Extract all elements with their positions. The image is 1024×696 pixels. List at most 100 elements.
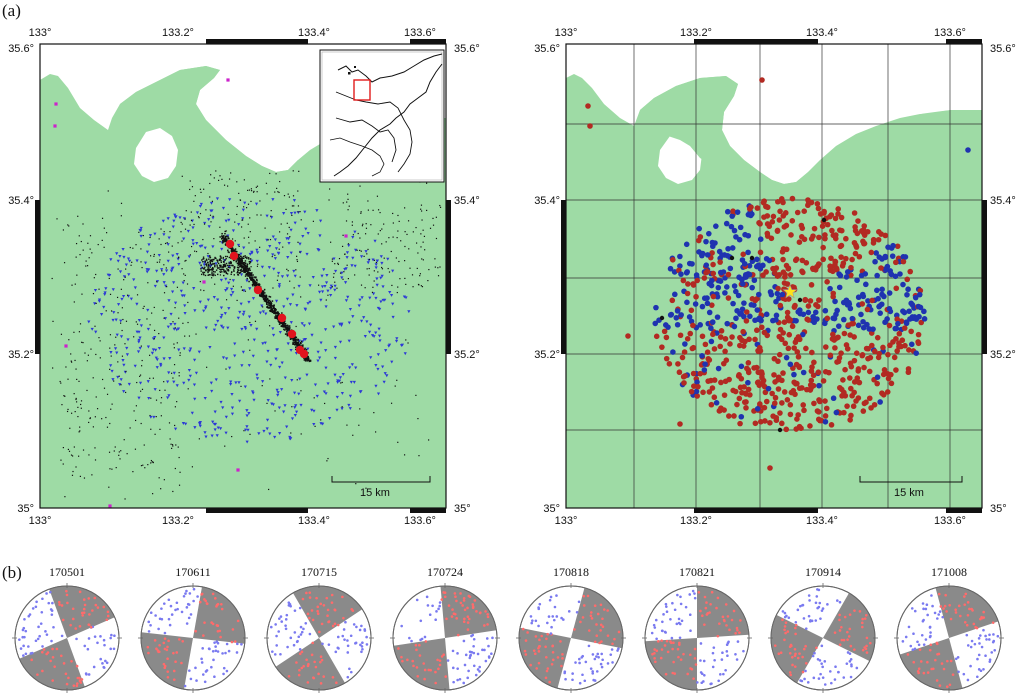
polarity-dot	[319, 602, 323, 606]
aftershock-dot	[217, 273, 219, 276]
station-marker	[325, 274, 329, 277]
polarity-dot	[486, 612, 489, 616]
polarity-dot	[794, 626, 797, 630]
polarity-dot	[336, 623, 340, 627]
station-polarity-dot	[727, 265, 734, 272]
station-marker	[221, 356, 226, 360]
polarity-dot	[926, 660, 929, 664]
seismicity-dot	[359, 249, 361, 252]
seismicity-dot	[153, 255, 155, 257]
station-polarity-dot	[729, 245, 736, 251]
seismicity-dot	[360, 250, 362, 252]
aftershock-dot	[277, 313, 279, 316]
station-polarity-dot	[718, 269, 725, 276]
seismicity-dot	[75, 466, 77, 468]
station-marker	[348, 394, 353, 398]
seismicity-dot	[71, 455, 74, 457]
seismicity-dot	[159, 428, 161, 430]
station-marker	[367, 330, 372, 334]
seismicity-dot	[108, 486, 110, 488]
seismicity-dot	[150, 428, 152, 430]
station-marker	[138, 346, 142, 350]
polarity-dot	[21, 635, 24, 639]
seismicity-dot	[254, 240, 256, 242]
polarity-dot	[317, 672, 320, 676]
aftershock-dot	[203, 273, 205, 276]
station-marker	[111, 318, 115, 322]
polarity-dot	[591, 653, 595, 656]
seismicity-dot	[173, 343, 175, 345]
seismicity-dot	[141, 266, 143, 269]
aftershock-dot	[244, 255, 246, 257]
polarity-dot	[466, 628, 470, 631]
station-polarity-dot	[866, 368, 873, 375]
polarity-dot	[734, 652, 737, 656]
polarity-dot	[804, 669, 807, 673]
polarity-dot	[85, 673, 88, 676]
aftershock-dot	[223, 237, 226, 240]
station-polarity-dot	[715, 284, 722, 291]
seismicity-dot	[108, 451, 111, 453]
seismicity-dot	[81, 341, 83, 343]
station-polarity-dot	[773, 317, 779, 323]
seismicity-dot	[140, 248, 142, 250]
aftershock-dot	[231, 249, 233, 251]
polarity-dot	[944, 593, 947, 597]
seismicity-dot	[178, 484, 181, 486]
seismicity-dot	[200, 289, 202, 291]
aftershock-dot	[284, 322, 287, 325]
compressional-quadrant	[571, 587, 623, 649]
station-marker	[198, 205, 202, 208]
seismicity-dot	[80, 403, 82, 406]
aftershock-dot	[225, 262, 228, 265]
station-marker	[234, 381, 238, 385]
aftershock-dot	[270, 303, 272, 305]
seismicity-dot	[190, 245, 193, 248]
polarity-dot	[928, 635, 932, 639]
seismicity-dot	[236, 181, 238, 183]
station-polarity-dot	[882, 266, 889, 273]
station-polarity-dot	[897, 271, 903, 277]
seismicity-dot	[117, 312, 119, 314]
aftershock-dot	[227, 249, 229, 252]
polarity-dot	[180, 610, 184, 614]
seismicity-dot	[271, 255, 273, 258]
station-marker	[113, 347, 118, 351]
station-marker	[203, 396, 207, 400]
polarity-dot	[802, 647, 806, 651]
polarity-dot	[853, 648, 856, 651]
aftershock-dot	[261, 292, 264, 294]
station-marker	[338, 322, 342, 326]
polarity-dot	[411, 659, 415, 663]
seismicity-dot	[90, 348, 92, 350]
aftershock-dot	[243, 267, 245, 270]
station-polarity-dot	[761, 198, 767, 204]
polarity-dot	[942, 607, 945, 610]
seismicity-dot	[404, 231, 406, 233]
station-polarity-dot	[800, 369, 807, 376]
polarity-dot	[330, 601, 334, 604]
station-marker	[239, 302, 243, 306]
station-polarity-dot	[854, 230, 861, 237]
station-marker	[255, 327, 259, 331]
seismicity-dot	[375, 261, 378, 264]
polarity-dot	[606, 662, 610, 665]
station-polarity-dot	[701, 275, 708, 281]
aftershock-dot	[264, 297, 267, 300]
aftershock-dot	[241, 260, 243, 263]
seismicity-dot	[143, 305, 145, 308]
polarity-dot	[538, 644, 542, 648]
station-marker	[308, 300, 312, 304]
station-polarity-dot	[786, 331, 793, 338]
seismicity-dot	[259, 200, 261, 202]
seismicity-dot	[432, 217, 434, 220]
aftershock-dot	[211, 268, 213, 270]
aftershock-dot	[264, 298, 267, 301]
polarity-dot	[591, 670, 594, 673]
station-polarity-dot	[777, 208, 783, 215]
polarity-dot	[486, 615, 490, 619]
polarity-dot	[988, 633, 991, 637]
aftershock-dot	[251, 283, 254, 286]
polarity-dot	[703, 623, 706, 626]
station-marker	[229, 380, 233, 384]
